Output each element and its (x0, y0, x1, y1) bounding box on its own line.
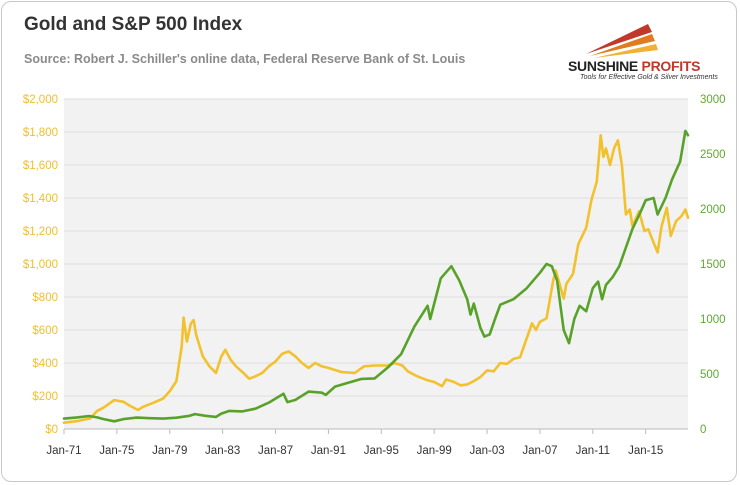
left-axis-tick-label: $1,200 (23, 226, 58, 238)
left-axis-tick-label: $1,800 (23, 127, 58, 139)
x-axis-tick-label: Jan-07 (522, 445, 557, 457)
x-axis-tick-label: Jan-95 (364, 445, 399, 457)
left-axis-ticks: $0 $200 $400 $600 $800 $1,000 $1,200 $1,400 $1,6… (23, 94, 58, 436)
left-axis-tick-label: $200 (32, 391, 58, 403)
right-axis-tick-label: 500 (700, 369, 719, 381)
left-axis-tick-label: $0 (45, 424, 58, 436)
x-axis-tick-label: Jan-15 (628, 445, 663, 457)
sunshine-logo-rays-icon (586, 24, 658, 58)
x-axis-tick-label: Jan-75 (99, 445, 134, 457)
left-axis-tick-label: $1,400 (23, 193, 58, 205)
gold-price-line (62, 134, 690, 424)
right-axis-tick-label: 1000 (700, 314, 726, 326)
x-axis-tick-label: Jan-87 (258, 445, 293, 457)
sp500-index-line (62, 129, 690, 423)
right-axis-tick-label: 2500 (700, 149, 726, 161)
x-axis-tick-label: Jan-11 (576, 445, 610, 457)
x-axis-tick-label: Jan-03 (469, 445, 504, 457)
left-axis-tick-label: $800 (32, 292, 58, 304)
chart-subtitle: Source: Robert J. Schiller's online data… (24, 52, 466, 66)
x-axis-tick-label: Jan-71 (46, 445, 81, 457)
logo-name: SUNSHINE PROFITS (568, 58, 700, 74)
logo-tagline: Tools for Effective Gold & Silver Invest… (580, 74, 718, 81)
right-axis-tick-label: 3000 (700, 94, 726, 106)
logo-name-part1: SUNSHINE (568, 58, 638, 74)
left-axis-tick-label: $1,000 (23, 259, 58, 271)
left-axis-tick-label: $2,000 (23, 94, 58, 106)
x-axis-ticks: Jan-71 Jan-75 Jan-79 Jan-83 Jan-87 Jan-91 Jan-… (46, 428, 688, 457)
x-axis-tick-label: Jan-99 (417, 445, 452, 457)
right-axis-ticks: 0 500 1000 1500 2000 2500 3000 (700, 94, 726, 436)
logo-name-part2: PROFITS (637, 58, 701, 74)
x-axis-tick-label: Jan-91 (311, 445, 346, 457)
right-axis-tick-label: 2000 (700, 204, 726, 216)
left-axis-tick-label: $600 (32, 325, 58, 337)
right-axis-tick-label: 1500 (700, 259, 726, 271)
chart-title: Gold and S&P 500 Index (24, 14, 243, 35)
x-axis-tick-label: Jan-83 (205, 445, 240, 457)
right-axis-tick-label: 0 (700, 424, 706, 436)
series-lines (62, 129, 690, 424)
left-axis-tick-label: $400 (32, 358, 58, 370)
x-axis-tick-label: Jan-79 (152, 445, 187, 457)
left-axis-tick-label: $1,600 (23, 160, 58, 172)
